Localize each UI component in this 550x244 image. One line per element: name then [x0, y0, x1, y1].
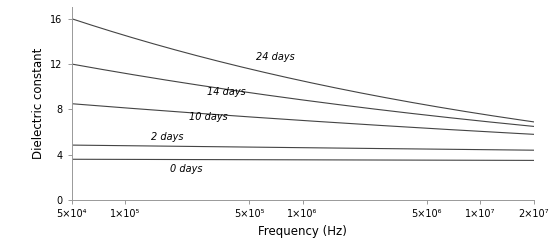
Text: 0 days: 0 days [170, 164, 203, 174]
Text: 24 days: 24 days [256, 52, 295, 62]
Text: 14 days: 14 days [207, 87, 246, 97]
Text: 10 days: 10 days [189, 112, 228, 122]
X-axis label: Frequency (Hz): Frequency (Hz) [258, 225, 347, 238]
Text: 2 days: 2 days [151, 132, 183, 142]
Y-axis label: Dielectric constant: Dielectric constant [31, 48, 45, 159]
